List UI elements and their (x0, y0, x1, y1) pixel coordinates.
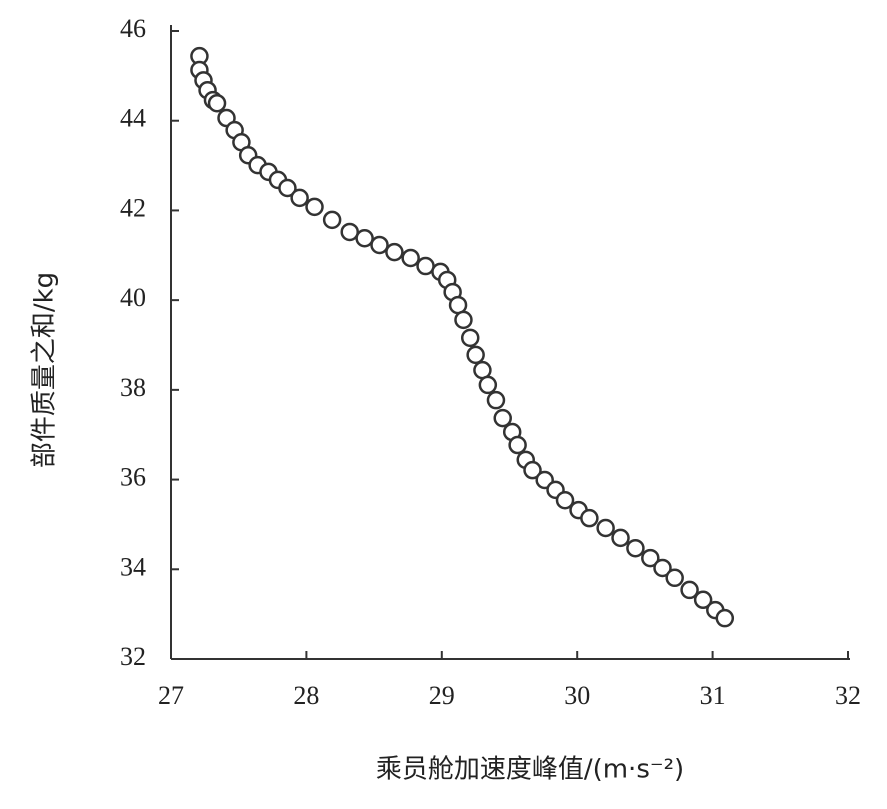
x-tick-label: 31 (700, 681, 726, 710)
point (665, 568, 684, 588)
point (508, 435, 527, 455)
point (653, 558, 672, 578)
point (355, 228, 374, 248)
x-tick-label: 30 (564, 681, 590, 710)
point (416, 256, 435, 276)
point (466, 345, 485, 365)
point (580, 508, 599, 528)
y-tick-label: 32 (120, 642, 146, 671)
point (305, 197, 324, 217)
point (680, 580, 699, 600)
point (611, 528, 630, 548)
point (523, 460, 542, 480)
y-tick-label: 40 (120, 283, 146, 312)
point (322, 210, 342, 230)
point (478, 375, 498, 395)
point (370, 235, 389, 255)
y-tick-label: 34 (120, 552, 146, 581)
point (454, 310, 473, 330)
point (641, 548, 660, 568)
point (626, 538, 645, 558)
point (596, 518, 615, 538)
point (486, 390, 506, 410)
y-tick-label: 46 (120, 14, 146, 43)
point (290, 188, 309, 208)
point (555, 490, 575, 510)
y-tick-label: 42 (120, 193, 146, 222)
x-axis-title: 乘员舱加速度峰值/(m·s⁻²) (376, 755, 684, 785)
x-tick-label: 29 (429, 681, 455, 710)
x-tick-label: 27 (158, 681, 184, 710)
y-tick-label: 44 (120, 104, 146, 133)
y-tick-label: 38 (120, 373, 146, 402)
y-tick-label: 36 (120, 463, 146, 492)
point (693, 590, 713, 610)
point (715, 608, 735, 628)
point (207, 93, 227, 113)
y-axis-title: 部件质量之和/kg (30, 272, 60, 468)
point (401, 248, 420, 268)
point (278, 178, 297, 198)
x-tick-label: 28 (293, 681, 319, 710)
point (385, 242, 404, 262)
point (493, 408, 512, 428)
x-tick-label: 32 (835, 681, 861, 710)
point (460, 328, 480, 348)
point (340, 222, 359, 242)
